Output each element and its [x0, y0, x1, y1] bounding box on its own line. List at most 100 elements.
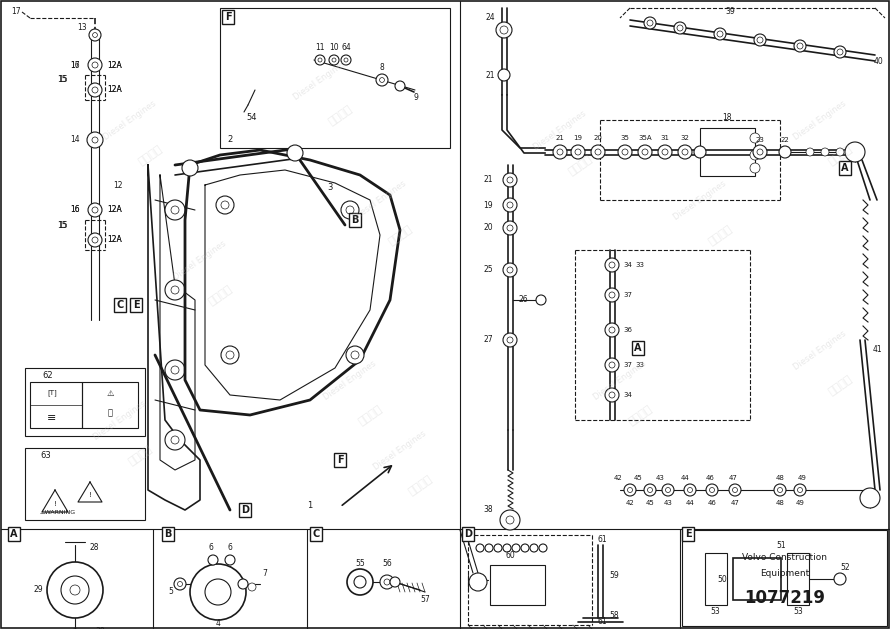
- Circle shape: [557, 149, 563, 155]
- Circle shape: [354, 576, 366, 588]
- Text: 46: 46: [706, 475, 715, 481]
- Text: 16: 16: [70, 60, 80, 69]
- Circle shape: [494, 544, 502, 552]
- Text: 36: 36: [624, 327, 633, 333]
- Circle shape: [860, 488, 880, 508]
- Bar: [30, 382, 82, 428]
- Circle shape: [609, 327, 615, 333]
- Text: Diesel Engines: Diesel Engines: [172, 238, 228, 282]
- Circle shape: [346, 206, 354, 214]
- Circle shape: [834, 46, 846, 58]
- Text: 51: 51: [776, 540, 786, 550]
- Text: C: C: [117, 300, 124, 310]
- Text: 华发动机: 华发动机: [136, 143, 164, 167]
- Circle shape: [503, 173, 517, 187]
- Circle shape: [575, 149, 581, 155]
- Text: 15: 15: [58, 221, 68, 230]
- Circle shape: [638, 145, 652, 159]
- Circle shape: [754, 34, 766, 46]
- Circle shape: [507, 267, 513, 273]
- Text: 7: 7: [263, 569, 267, 579]
- Circle shape: [507, 202, 513, 208]
- Bar: [25, 368, 145, 436]
- Text: 华发动机: 华发动机: [406, 473, 433, 497]
- Circle shape: [384, 579, 390, 585]
- Text: 20: 20: [594, 135, 603, 141]
- Text: 16: 16: [70, 206, 80, 214]
- Circle shape: [694, 146, 706, 158]
- Circle shape: [677, 25, 683, 31]
- Text: 3: 3: [328, 184, 333, 192]
- Text: 49: 49: [797, 475, 806, 481]
- Circle shape: [837, 49, 843, 55]
- Text: 12: 12: [113, 181, 123, 189]
- Text: Volvo Construction: Volvo Construction: [742, 554, 827, 562]
- Text: 48: 48: [775, 500, 784, 506]
- Text: Diesel Engines: Diesel Engines: [792, 99, 848, 142]
- Circle shape: [341, 55, 351, 65]
- Text: 57: 57: [420, 596, 430, 604]
- Text: 33: 33: [635, 262, 644, 268]
- Text: 40: 40: [873, 57, 883, 67]
- Text: !: !: [89, 492, 92, 498]
- Text: Diesel Engines: Diesel Engines: [92, 399, 148, 442]
- Circle shape: [61, 576, 89, 604]
- Circle shape: [380, 575, 394, 589]
- Text: 45: 45: [645, 500, 654, 506]
- Text: 19: 19: [573, 135, 582, 141]
- Text: Diesel Engines: Diesel Engines: [352, 179, 408, 221]
- Text: 38: 38: [483, 506, 493, 515]
- Circle shape: [605, 258, 619, 272]
- Text: F: F: [336, 455, 344, 465]
- Circle shape: [88, 203, 102, 217]
- Circle shape: [750, 163, 760, 173]
- Text: ⚠: ⚠: [106, 389, 114, 398]
- Text: 42: 42: [613, 475, 622, 481]
- Circle shape: [512, 544, 520, 552]
- Circle shape: [47, 562, 103, 618]
- Circle shape: [553, 145, 567, 159]
- Text: 17: 17: [12, 8, 20, 16]
- Text: 华发动机: 华发动机: [826, 143, 854, 167]
- Text: 35A: 35A: [638, 135, 651, 141]
- Text: 12A: 12A: [108, 86, 123, 94]
- Text: ≡: ≡: [47, 413, 57, 423]
- Text: 63: 63: [40, 450, 51, 460]
- Circle shape: [92, 207, 98, 213]
- Circle shape: [774, 484, 786, 496]
- Text: B: B: [165, 529, 172, 539]
- Text: 15: 15: [57, 75, 67, 84]
- Circle shape: [287, 145, 303, 161]
- Bar: [700, 128, 755, 176]
- Circle shape: [496, 22, 512, 38]
- Text: 8: 8: [380, 64, 384, 72]
- Text: 35: 35: [620, 135, 629, 141]
- Text: D: D: [241, 505, 249, 515]
- Circle shape: [88, 233, 102, 247]
- Circle shape: [498, 69, 510, 81]
- Text: 华发动机: 华发动机: [126, 443, 154, 467]
- Text: A: A: [635, 343, 642, 353]
- Text: 37: 37: [624, 362, 633, 368]
- Text: 华发动机: 华发动机: [386, 223, 414, 247]
- Text: 13: 13: [77, 23, 87, 31]
- Circle shape: [687, 487, 692, 493]
- Text: 50: 50: [717, 574, 727, 584]
- Circle shape: [834, 573, 846, 585]
- Text: 29: 29: [33, 586, 43, 594]
- Text: 华发动机: 华发动机: [356, 403, 384, 426]
- Circle shape: [750, 133, 760, 143]
- Text: 12A: 12A: [108, 235, 123, 245]
- Circle shape: [341, 201, 359, 219]
- Circle shape: [332, 58, 336, 62]
- Text: 11: 11: [315, 43, 325, 52]
- Circle shape: [376, 74, 388, 86]
- Circle shape: [627, 487, 633, 493]
- Circle shape: [503, 544, 511, 552]
- Circle shape: [92, 87, 98, 93]
- Bar: [220, 8, 450, 148]
- Circle shape: [165, 280, 185, 300]
- Circle shape: [506, 516, 514, 524]
- Text: 1: 1: [307, 501, 312, 509]
- Circle shape: [503, 198, 517, 212]
